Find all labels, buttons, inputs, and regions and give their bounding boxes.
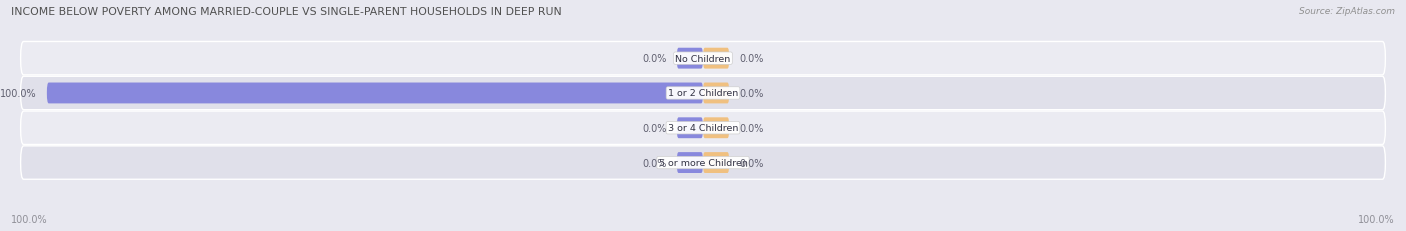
Text: 1 or 2 Children: 1 or 2 Children (668, 89, 738, 98)
Text: Source: ZipAtlas.com: Source: ZipAtlas.com (1299, 7, 1395, 16)
FancyBboxPatch shape (676, 49, 703, 69)
Text: 5 or more Children: 5 or more Children (658, 158, 748, 167)
FancyBboxPatch shape (21, 77, 1385, 110)
FancyBboxPatch shape (46, 83, 703, 104)
FancyBboxPatch shape (703, 152, 730, 173)
FancyBboxPatch shape (676, 118, 703, 139)
FancyBboxPatch shape (703, 83, 730, 104)
Text: 100.0%: 100.0% (11, 214, 48, 224)
Text: 100.0%: 100.0% (1358, 214, 1395, 224)
FancyBboxPatch shape (676, 152, 703, 173)
FancyBboxPatch shape (21, 42, 1385, 76)
Text: No Children: No Children (675, 55, 731, 63)
FancyBboxPatch shape (703, 118, 730, 139)
Text: 3 or 4 Children: 3 or 4 Children (668, 124, 738, 133)
FancyBboxPatch shape (21, 112, 1385, 145)
Text: 0.0%: 0.0% (740, 88, 763, 99)
FancyBboxPatch shape (21, 146, 1385, 179)
Text: 0.0%: 0.0% (643, 54, 666, 64)
Text: 0.0%: 0.0% (740, 123, 763, 133)
Text: 0.0%: 0.0% (643, 158, 666, 168)
FancyBboxPatch shape (703, 49, 730, 69)
Text: 0.0%: 0.0% (643, 123, 666, 133)
Text: 0.0%: 0.0% (740, 54, 763, 64)
Text: 100.0%: 100.0% (0, 88, 37, 99)
Text: 0.0%: 0.0% (740, 158, 763, 168)
Text: INCOME BELOW POVERTY AMONG MARRIED-COUPLE VS SINGLE-PARENT HOUSEHOLDS IN DEEP RU: INCOME BELOW POVERTY AMONG MARRIED-COUPL… (11, 7, 562, 17)
